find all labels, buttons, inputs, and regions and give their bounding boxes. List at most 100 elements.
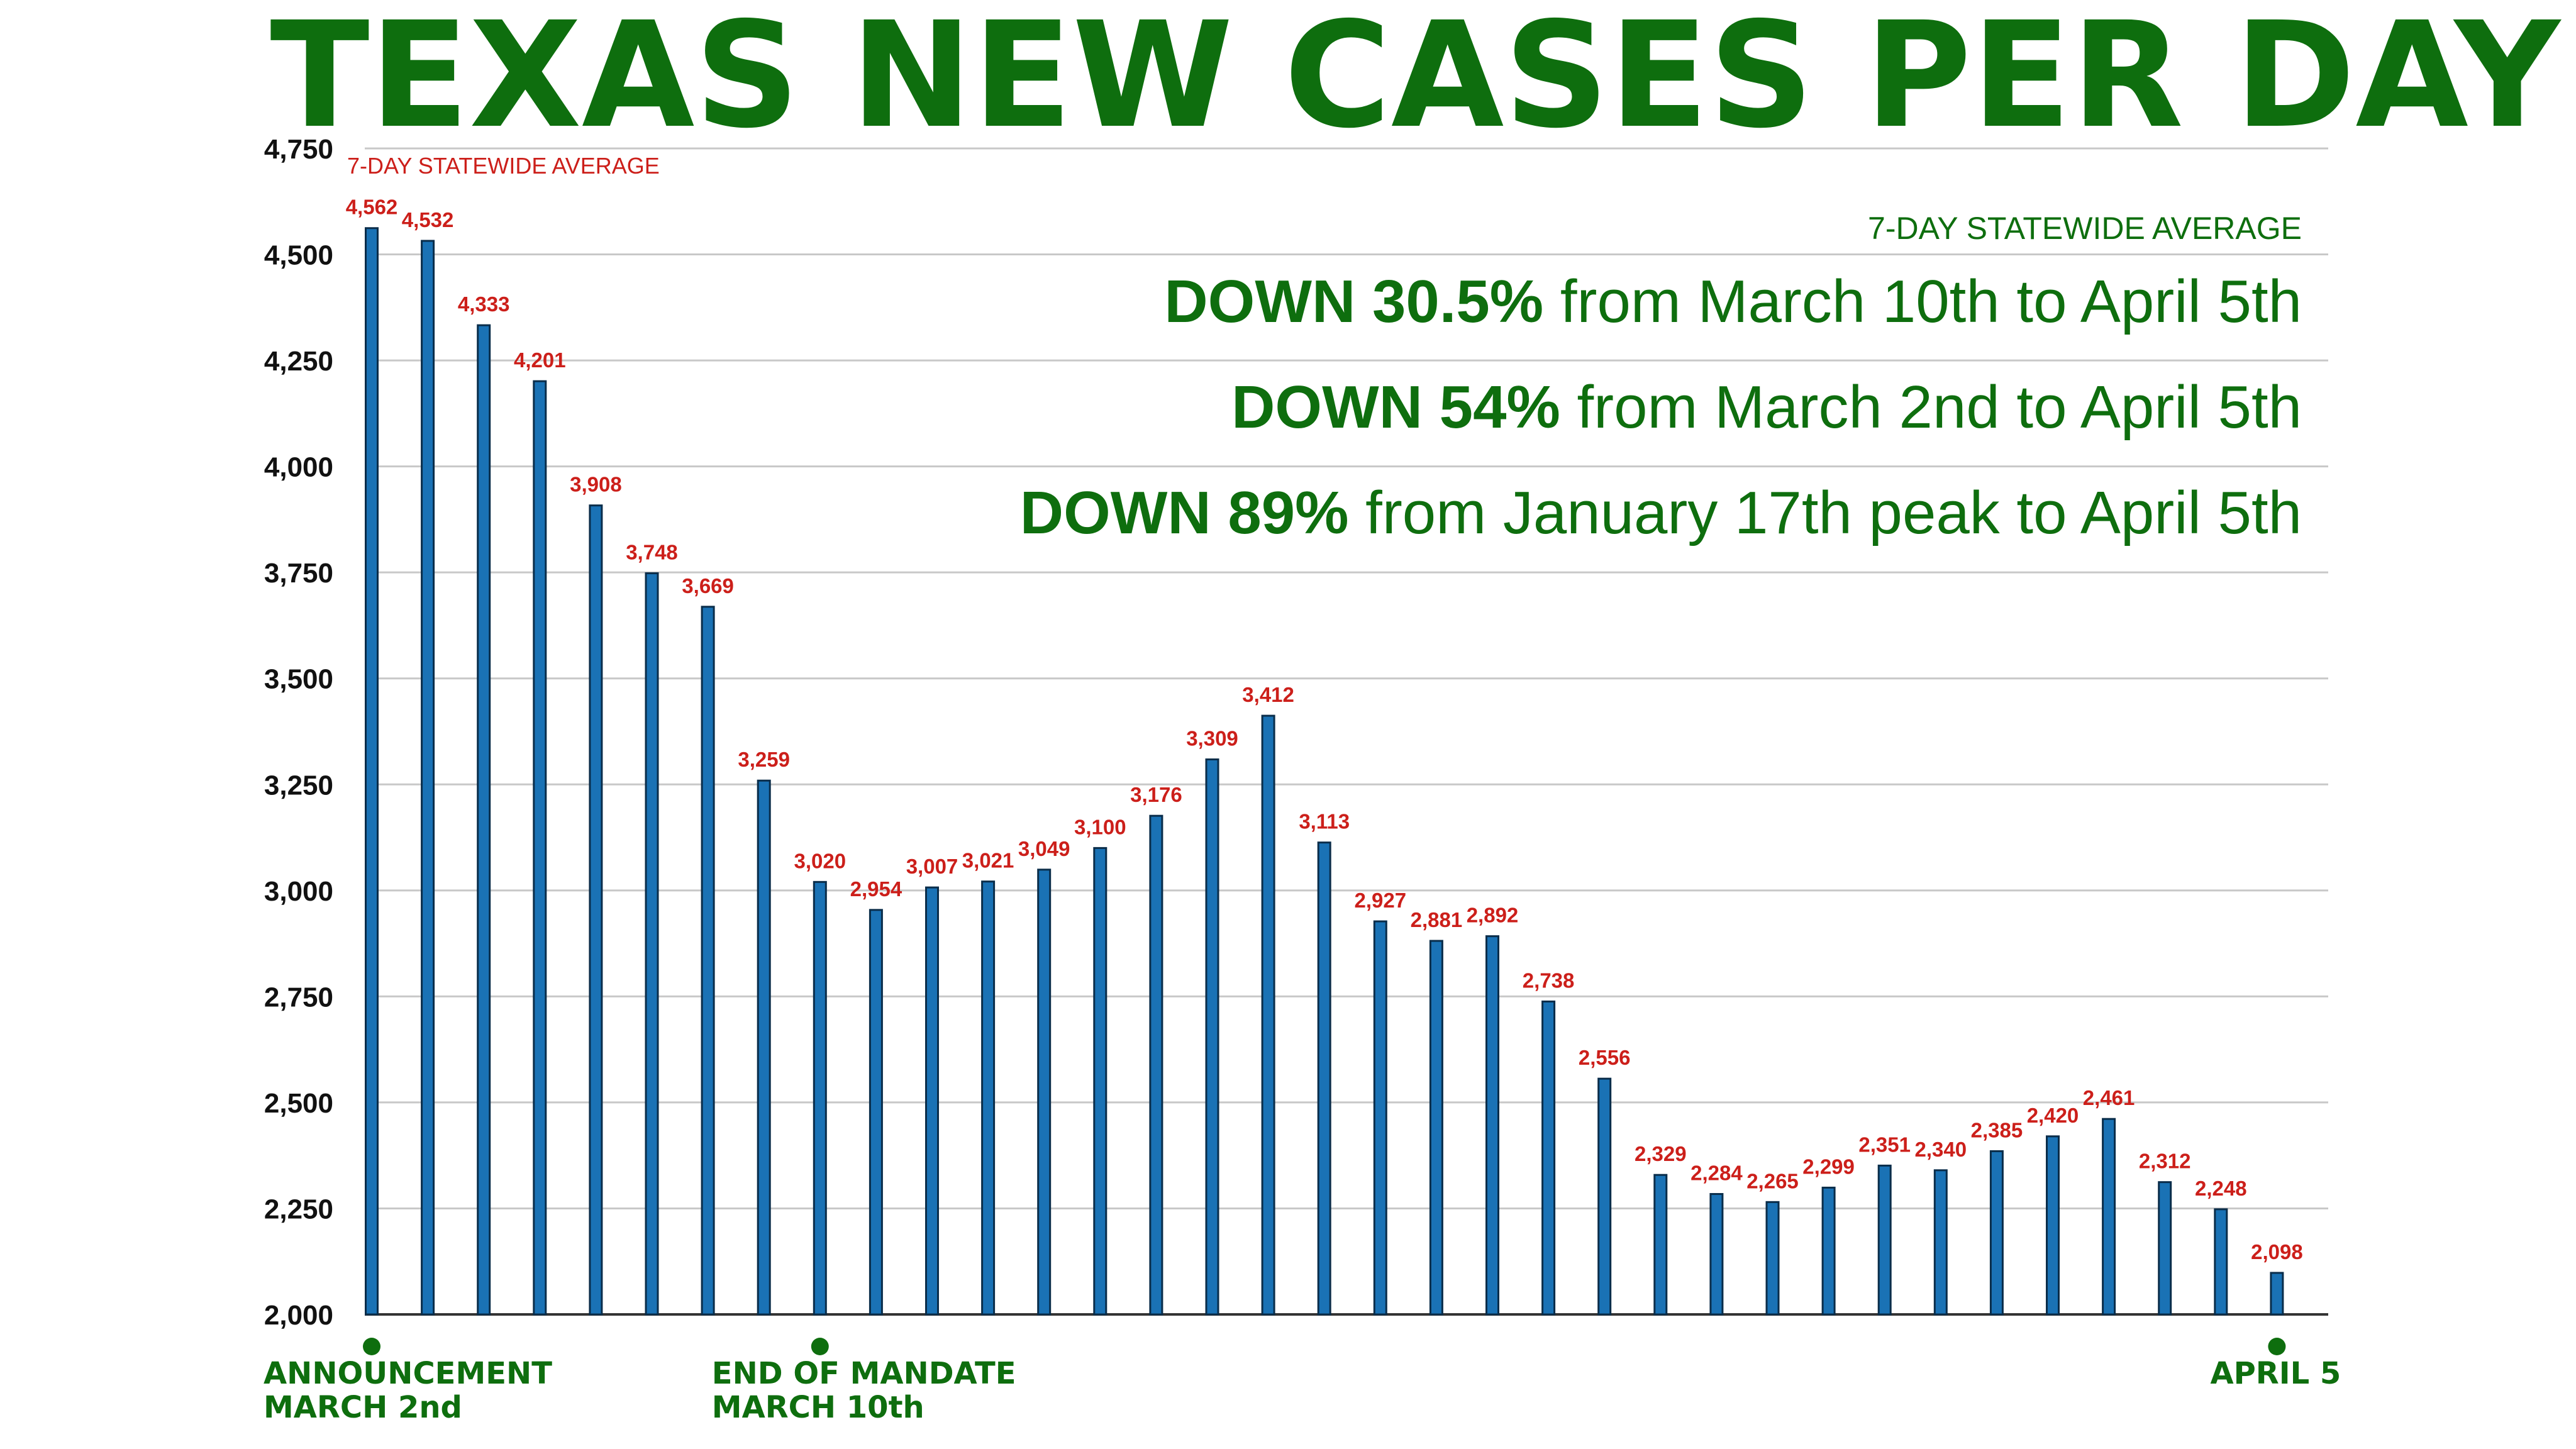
bar bbox=[2270, 1272, 2284, 1316]
series-label: 7-DAY STATEWIDE AVERAGE bbox=[347, 153, 660, 179]
bar-value-label: 4,333 bbox=[458, 292, 510, 316]
y-tick-label: 4,000 bbox=[264, 452, 333, 483]
bar bbox=[925, 886, 939, 1316]
marker-dot bbox=[2268, 1338, 2286, 1355]
chart-title: TEXAS NEW CASES PER DAY bbox=[270, 0, 2562, 160]
bar bbox=[1485, 935, 1499, 1316]
marker-label: END OF MANDATE bbox=[712, 1356, 1016, 1391]
bar bbox=[1821, 1186, 1836, 1316]
bar bbox=[757, 779, 771, 1316]
bar bbox=[1037, 869, 1052, 1316]
bar-value-label: 2,927 bbox=[1355, 889, 1407, 912]
bar-value-label: 2,351 bbox=[1858, 1133, 1911, 1156]
bar-value-label: 4,562 bbox=[346, 196, 398, 219]
bar bbox=[533, 380, 547, 1316]
y-tick-label: 4,500 bbox=[264, 240, 333, 271]
y-axis-ticks: 2,000 2,250 2,500 2,750 3,000 3,250 3,500 3,750… bbox=[264, 134, 333, 1331]
bar bbox=[1541, 1000, 1556, 1316]
y-tick-label: 3,000 bbox=[264, 876, 333, 907]
y-tick-label: 2,500 bbox=[264, 1088, 333, 1119]
bar-value-label: 2,892 bbox=[1467, 904, 1519, 927]
bar bbox=[1149, 814, 1163, 1316]
bar-value-label: 2,312 bbox=[2139, 1150, 2191, 1173]
annotation-emphasis: DOWN 30.5% bbox=[1164, 268, 1543, 335]
bar bbox=[1877, 1164, 1892, 1316]
bar bbox=[813, 880, 827, 1316]
bar-value-label: 3,100 bbox=[1074, 815, 1126, 838]
bar-value-label: 3,049 bbox=[1018, 837, 1070, 860]
bar bbox=[589, 504, 603, 1316]
bar-value-label: 2,738 bbox=[1523, 969, 1575, 992]
bars bbox=[365, 227, 2284, 1316]
y-tick-label: 2,250 bbox=[264, 1194, 333, 1224]
bar bbox=[2158, 1181, 2172, 1316]
bar bbox=[701, 606, 715, 1316]
annotation-subtitle: 7-DAY STATEWIDE AVERAGE bbox=[1868, 211, 2302, 246]
annotation-line: DOWN 54% from March 2nd to April 5th bbox=[1231, 374, 2302, 441]
bar-value-label: 2,284 bbox=[1690, 1162, 1743, 1185]
bar bbox=[1429, 940, 1443, 1316]
bar bbox=[1653, 1174, 1668, 1316]
bar bbox=[645, 572, 659, 1316]
annotation-box: 7-DAY STATEWIDE AVERAGE DOWN 30.5% from … bbox=[1020, 211, 2302, 547]
annotation-emphasis: DOWN 54% bbox=[1231, 374, 1560, 441]
bar bbox=[1093, 847, 1108, 1316]
marker-label: ANNOUNCEMENT bbox=[264, 1356, 552, 1391]
marker-label: MARCH 2nd bbox=[264, 1390, 462, 1425]
bar-value-label: 2,299 bbox=[1802, 1155, 1855, 1178]
bar bbox=[2102, 1118, 2116, 1316]
bar-value-label: 3,748 bbox=[626, 541, 678, 564]
bar-value-label: 2,461 bbox=[2083, 1086, 2135, 1109]
bar-value-label: 2,340 bbox=[1915, 1138, 1967, 1161]
bar-value-label: 3,412 bbox=[1242, 683, 1294, 706]
bar bbox=[1261, 714, 1275, 1316]
marker-dot bbox=[811, 1338, 829, 1355]
bar-value-label: 3,259 bbox=[738, 748, 790, 771]
bar bbox=[1765, 1201, 1780, 1316]
bar bbox=[1597, 1077, 1612, 1316]
bar-value-label: 4,532 bbox=[402, 208, 454, 231]
bar-value-label: 2,098 bbox=[2251, 1240, 2303, 1263]
annotation-line: DOWN 30.5% from March 10th to April 5th bbox=[1164, 268, 2302, 335]
bar bbox=[1989, 1150, 2004, 1316]
bar-value-label: 4,201 bbox=[514, 348, 566, 372]
bar bbox=[1933, 1169, 1948, 1316]
bar bbox=[1709, 1193, 1724, 1316]
bar bbox=[1373, 920, 1387, 1316]
bar-value-label: 3,113 bbox=[1299, 810, 1350, 833]
y-tick-label: 2,000 bbox=[264, 1300, 333, 1331]
bar-value-label: 3,020 bbox=[794, 849, 847, 872]
annotation-detail: from March 2nd to April 5th bbox=[1560, 374, 2302, 441]
y-tick-label: 2,750 bbox=[264, 982, 333, 1013]
bar-value-label: 2,881 bbox=[1411, 908, 1463, 931]
bar-value-label: 2,556 bbox=[1579, 1046, 1631, 1069]
bar-value-label: 3,908 bbox=[570, 473, 622, 496]
bar bbox=[477, 324, 491, 1316]
bar bbox=[869, 909, 883, 1316]
bar bbox=[981, 880, 996, 1316]
gridlines bbox=[365, 147, 2328, 1209]
bar-value-label: 3,309 bbox=[1186, 726, 1238, 750]
annotation-detail: from March 10th to April 5th bbox=[1543, 268, 2302, 335]
bar bbox=[421, 240, 435, 1316]
marker-label: MARCH 10th bbox=[712, 1390, 924, 1425]
bar-value-label: 2,265 bbox=[1746, 1169, 1799, 1192]
bar-value-label: 3,176 bbox=[1130, 783, 1182, 806]
bar-value-label: 2,954 bbox=[850, 877, 902, 901]
annotation-emphasis: DOWN 89% bbox=[1020, 479, 1349, 547]
bar bbox=[2046, 1135, 2060, 1316]
annotation-detail: from January 17th peak to April 5th bbox=[1348, 479, 2302, 547]
bar-value-label: 2,329 bbox=[1635, 1142, 1687, 1165]
y-tick-label: 3,250 bbox=[264, 770, 333, 801]
bar bbox=[1317, 841, 1331, 1316]
bar-value-label: 3,669 bbox=[682, 574, 734, 597]
y-tick-label: 4,750 bbox=[264, 134, 333, 165]
bar-value-label: 2,385 bbox=[1971, 1118, 2023, 1141]
bar bbox=[1205, 758, 1219, 1316]
y-tick-label: 3,500 bbox=[264, 664, 333, 695]
bar-value-label: 2,248 bbox=[2195, 1177, 2247, 1200]
bar-value-label: 3,021 bbox=[962, 849, 1014, 872]
